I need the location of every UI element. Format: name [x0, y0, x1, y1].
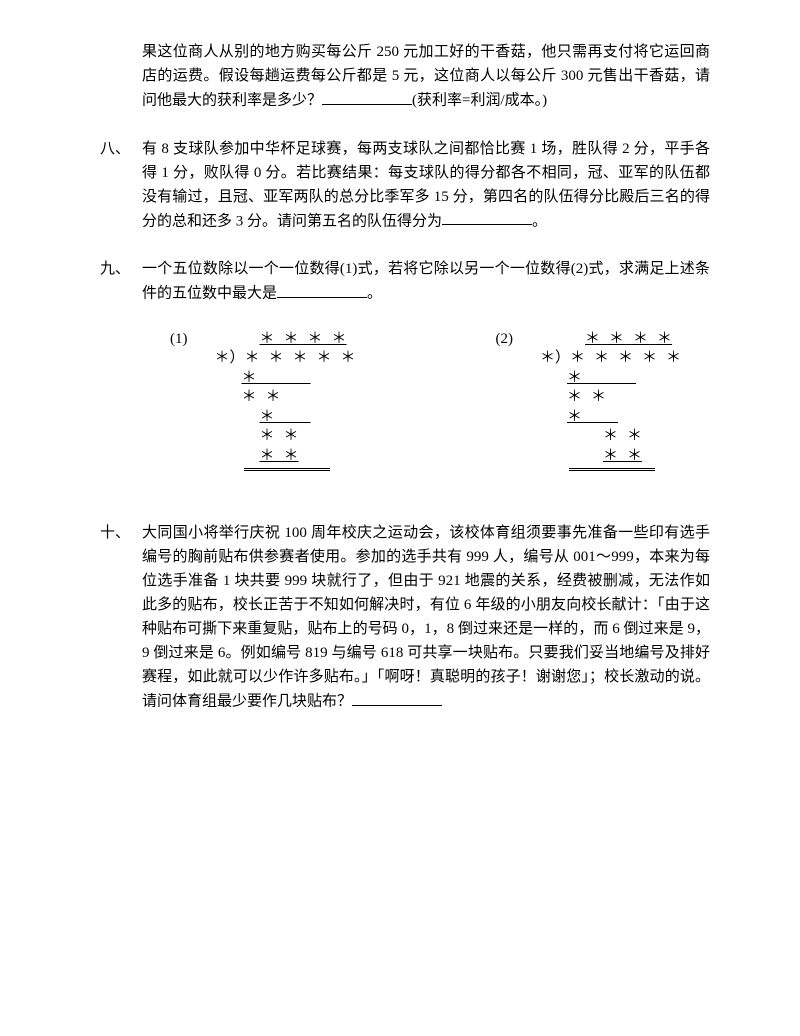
q9-suffix: 。: [367, 286, 382, 302]
q10-number: 十、: [100, 521, 142, 714]
q10-text: 大同国小将举行庆祝 100 周年校庆之运动会，该校体育组须要事先准备一些印有选手…: [142, 525, 710, 710]
question-8: 八、 有 8 支球队参加中华杯足球赛，每两支球队之间都恰比赛 1 场，胜队得 2…: [100, 137, 710, 234]
q9-text: 一个五位数除以一个一位数得(1)式，若将它除以另一个一位数得(2)式，求满足上述…: [142, 261, 710, 302]
q9-body: 一个五位数除以一个一位数得(1)式，若将它除以另一个一位数得(2)式，求满足上述…: [142, 257, 710, 306]
question-9: 九、 一个五位数除以一个一位数得(1)式，若将它除以另一个一位数得(2)式，求满…: [100, 257, 710, 306]
q8-number: 八、: [100, 137, 142, 234]
question-10: 十、 大同国小将举行庆祝 100 周年校庆之运动会，该校体育组须要事先准备一些印…: [100, 521, 710, 714]
q7-note: (获利率=利润/成本。): [412, 93, 547, 109]
q8-suffix: 。: [532, 213, 547, 229]
div1-doubleline: [244, 468, 330, 471]
div2-doubleline: [569, 468, 655, 471]
division-1: (1) ＊ ＊ ＊ ＊ ＊）＊ ＊ ＊ ＊ ＊ ＊ ＊ ＊ ＊ ＊ ＊ ＊ ＊: [170, 330, 356, 472]
question-7-continued: 果这位商人从别的地方购买每公斤 250 元加工好的干香菇，他只需再支付将它运回商…: [142, 40, 710, 113]
q8-text: 有 8 支球队参加中华杯足球赛，每两支球队之间都恰比赛 1 场，胜队得 2 分，…: [142, 141, 710, 230]
div2-label: (2): [496, 330, 514, 350]
q9-number: 九、: [100, 257, 142, 306]
div2-content: ＊ ＊ ＊ ＊ ＊）＊ ＊ ＊ ＊ ＊ ＊ ＊ ＊ ＊ ＊ ＊ ＊ ＊: [531, 330, 681, 472]
div1-content: ＊ ＊ ＊ ＊ ＊）＊ ＊ ＊ ＊ ＊ ＊ ＊ ＊ ＊ ＊ ＊ ＊ ＊: [206, 330, 356, 472]
div1-label: (1): [170, 330, 188, 350]
q8-body: 有 8 支球队参加中华杯足球赛，每两支球队之间都恰比赛 1 场，胜队得 2 分，…: [142, 137, 710, 234]
q9-blank: [277, 281, 367, 298]
q10-body: 大同国小将举行庆祝 100 周年校庆之运动会，该校体育组须要事先准备一些印有选手…: [142, 521, 710, 714]
division-diagrams: (1) ＊ ＊ ＊ ＊ ＊）＊ ＊ ＊ ＊ ＊ ＊ ＊ ＊ ＊ ＊ ＊ ＊ ＊ …: [170, 330, 710, 472]
q7-blank: [322, 88, 412, 105]
division-2: (2) ＊ ＊ ＊ ＊ ＊）＊ ＊ ＊ ＊ ＊ ＊ ＊ ＊ ＊ ＊ ＊ ＊ ＊: [496, 330, 682, 472]
q8-blank: [442, 209, 532, 226]
q10-blank: [352, 689, 442, 706]
